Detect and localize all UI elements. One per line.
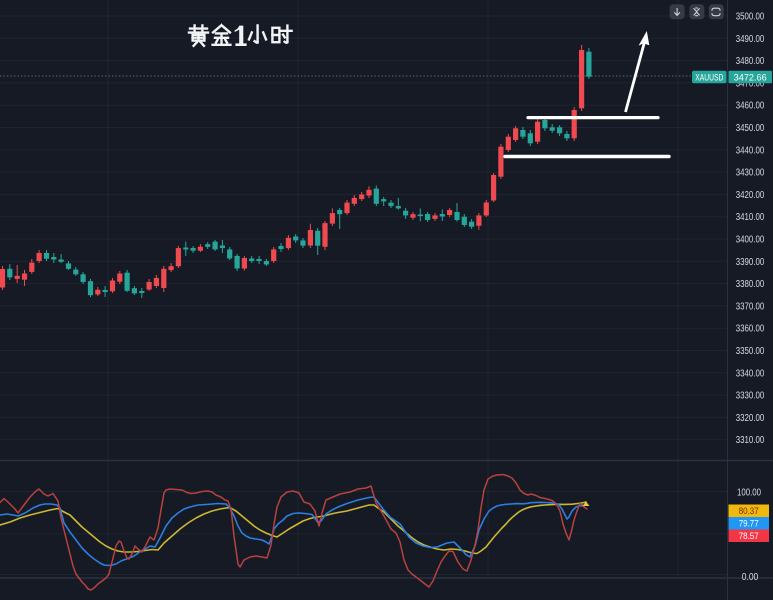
svg-text:3450.00: 3450.00 bbox=[736, 123, 765, 134]
svg-text:80.37: 80.37 bbox=[739, 506, 759, 517]
svg-text:3310.00: 3310.00 bbox=[736, 435, 765, 446]
svg-text:3370.00: 3370.00 bbox=[736, 301, 765, 312]
svg-text:3480.00: 3480.00 bbox=[736, 56, 765, 67]
svg-text:3400.00: 3400.00 bbox=[736, 235, 765, 246]
svg-text:3380.00: 3380.00 bbox=[736, 279, 765, 290]
svg-text:3460.00: 3460.00 bbox=[736, 101, 765, 112]
svg-text:3490.00: 3490.00 bbox=[736, 34, 765, 45]
svg-text:78.57: 78.57 bbox=[739, 531, 759, 542]
svg-text:3500.00: 3500.00 bbox=[736, 12, 765, 23]
svg-text:3410.00: 3410.00 bbox=[736, 212, 765, 223]
svg-text:3390.00: 3390.00 bbox=[736, 257, 765, 268]
svg-text:0.00: 0.00 bbox=[742, 572, 759, 583]
svg-text:3430.00: 3430.00 bbox=[736, 168, 765, 179]
svg-text:3320.00: 3320.00 bbox=[736, 413, 765, 424]
svg-text:79.77: 79.77 bbox=[739, 519, 759, 530]
svg-text:100.00: 100.00 bbox=[737, 488, 761, 499]
svg-text:3440.00: 3440.00 bbox=[736, 145, 765, 156]
svg-text:3360.00: 3360.00 bbox=[736, 324, 765, 335]
svg-text:3330.00: 3330.00 bbox=[736, 391, 765, 402]
svg-text:3340.00: 3340.00 bbox=[736, 368, 765, 379]
svg-text:3470.00: 3470.00 bbox=[736, 78, 765, 89]
svg-text:3350.00: 3350.00 bbox=[736, 346, 765, 357]
svg-text:3420.00: 3420.00 bbox=[736, 190, 765, 201]
svg-text:3472.66: 3472.66 bbox=[734, 72, 767, 82]
svg-text:XAUUSD: XAUUSD bbox=[695, 72, 723, 82]
